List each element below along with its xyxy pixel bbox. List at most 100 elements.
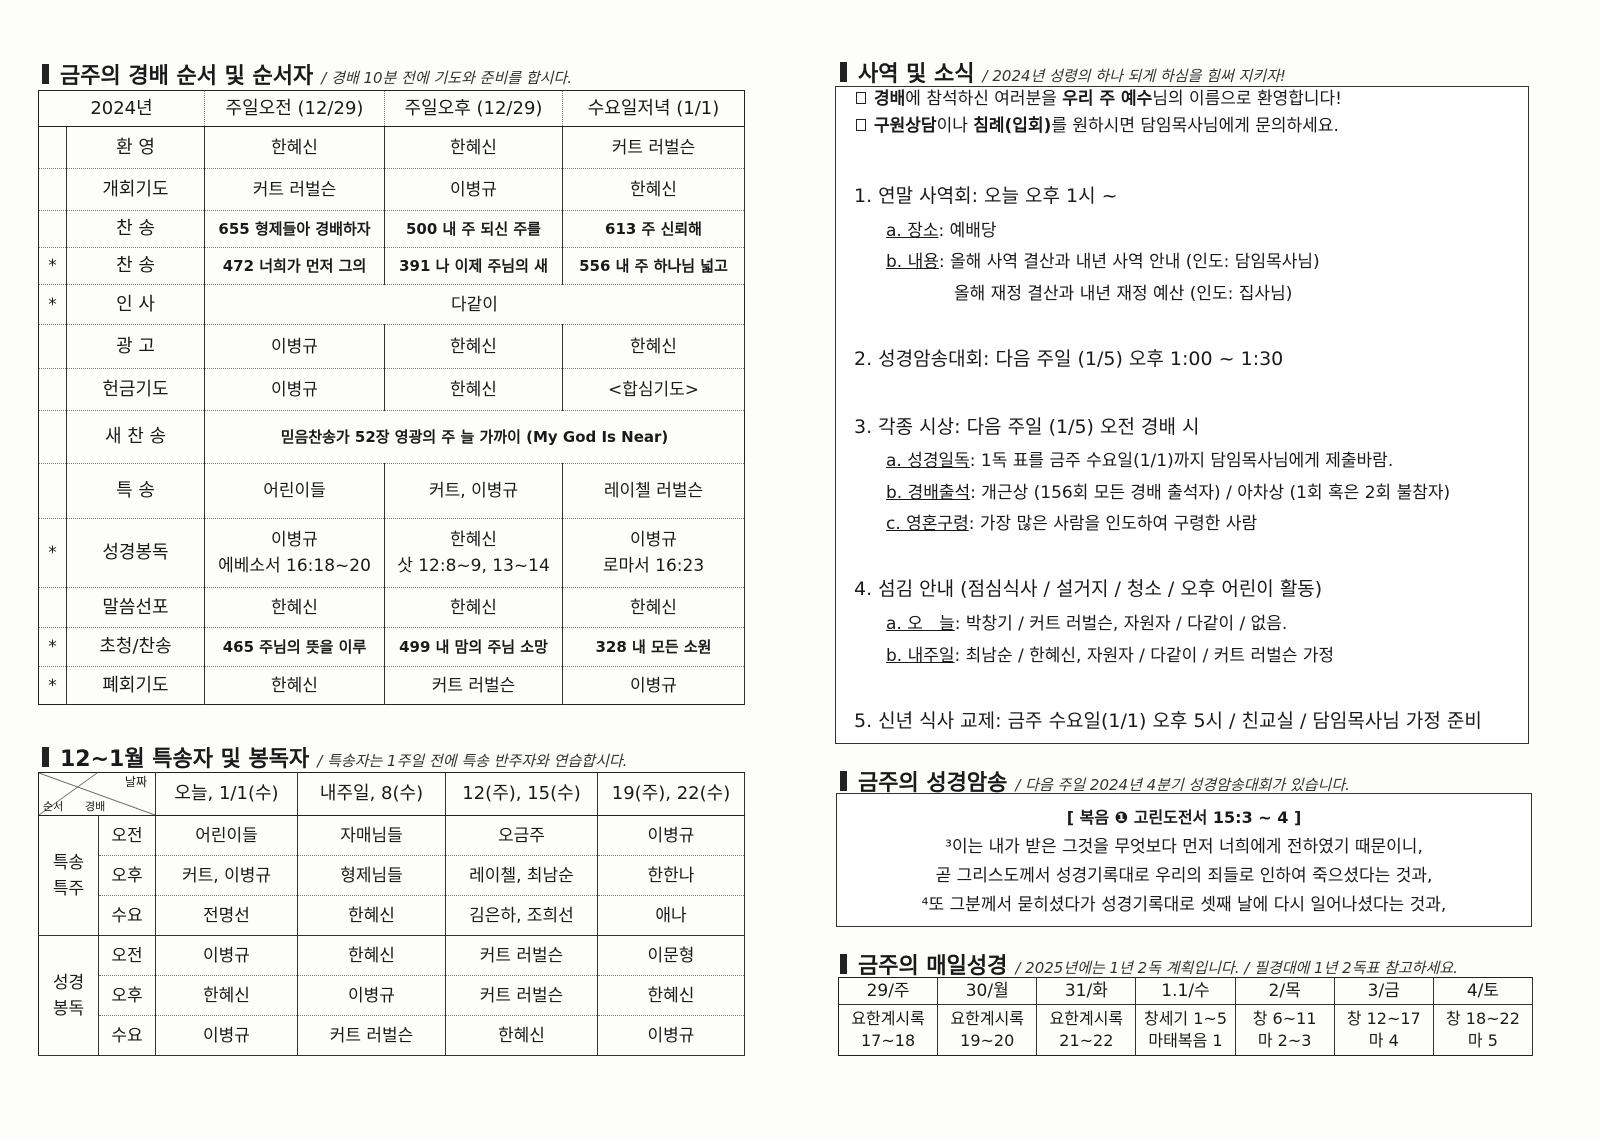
table-row: * 폐회기도 한혜신 커트 러벌슨 이병규 — [38, 666, 745, 705]
subitem-text: : 예배당 — [938, 221, 997, 241]
heading-bar-icon — [840, 954, 847, 974]
group-label: 성경 봉독 — [38, 935, 99, 1056]
table-row: 환 영 한혜신 한혜신 커트 러벌슨 — [38, 126, 745, 169]
assignee-cell: 커트, 이병규 — [384, 463, 563, 519]
section-subtitle: / 2024년 성령의 하나 되게 하심을 힘써 지키자! — [982, 67, 1286, 85]
verse-reference: [ 복음 ❶ 고린도전서 15:3 ~ 4 ] — [1066, 808, 1302, 827]
assignee-cell: 391 나 이제 주님의 새 — [384, 247, 563, 285]
day-header: 3/금 — [1333, 977, 1434, 1005]
subitem-label: a. 오 늘 — [886, 614, 955, 634]
assignee-cell: 어린이들 — [204, 463, 385, 519]
assignee-cell: <합심기도> — [562, 368, 745, 411]
merged-cell: 믿음찬송가 52장 영광의 주 늘 가까이 (My God Is Near) — [204, 410, 745, 464]
table-row: 특 송 어린이들 커트, 이병규 레이첼 러벌슨 — [38, 463, 745, 519]
subitem-label: b. 내용 — [886, 252, 939, 272]
order-label: 찬 송 — [66, 210, 205, 248]
subitem-label: b. 내주일 — [886, 646, 955, 666]
reading-cell: 창세기 1~5 마태복음 1 — [1135, 1004, 1236, 1056]
table-row: 찬 송 655 형제들아 경배하자 500 내 주 되신 주를 613 주 신뢰해 — [38, 210, 745, 248]
subitem-label: a. 성경일독 — [886, 451, 970, 471]
section-subtitle: / 경배 10분 전에 기도와 준비를 합시다. — [321, 69, 572, 87]
assignee-cell: 전명선 — [155, 895, 298, 936]
item-text: 다음 주일 (1/5) 오후 1:00 ~ 1:30 — [989, 348, 1284, 370]
bold-text: 침례(입회) — [973, 116, 1052, 136]
news-item: 4. 섬김 안내 (점심식사 / 설거지 / 청소 / 오후 어린이 활동) — [854, 574, 1322, 601]
verse-line: ⁴또 그분께서 묻히셨다가 성경기록대로 셋째 날에 다시 일어나셨다는 것과, — [921, 895, 1447, 915]
standing-marker — [38, 587, 67, 628]
assignee-cell: 이병규 — [384, 168, 563, 211]
text: 이나 — [936, 116, 974, 136]
day-header: 30/월 — [937, 977, 1038, 1005]
news-subitem: b. 내용: 올해 사역 결산과 내년 사역 안내 (인도: 담임목사님) — [886, 247, 1320, 272]
assignee-cell: 한혜신 — [384, 324, 563, 369]
news-subitem: b. 경배출석: 개근상 (156회 모든 경배 출석자) / 아차상 (1회 … — [886, 478, 1450, 503]
assignee-cell: 애나 — [597, 895, 745, 936]
reading-cell: 창 6~11 마 2~3 — [1234, 1004, 1335, 1056]
table-row: 개회기도 커트 러벌슨 이병규 한혜신 — [38, 168, 745, 211]
news-item: 5. 신년 식사 교제: 금주 수요일(1/1) 오후 5시 / 친교실 / 담… — [854, 706, 1482, 733]
assignee-cell: 레이첼 러벌슨 — [562, 463, 745, 519]
day-header: 29/주 — [837, 977, 939, 1005]
news-subitem: a. 오 늘: 박창기 / 커트 러벌슨, 자원자 / 다같이 / 없음. — [886, 609, 1287, 634]
corner-order-label: 순서 — [43, 800, 64, 813]
assignee-cell: 이병규 — [155, 935, 298, 976]
column-header: 수요일저녁 (1/1) — [562, 90, 745, 127]
order-label: 말씀선포 — [66, 587, 205, 628]
item-heading: 2. 성경암송대회: — [854, 348, 990, 370]
assignee-cell: 자매님들 — [297, 815, 446, 856]
assignee-cell: 556 내 주 하나님 넓고 — [562, 247, 745, 285]
reading-cell: 창 18~22 마 5 — [1432, 1004, 1534, 1056]
table-row: * 초청/찬송 465 주님의 뜻을 이루 499 내 맘의 주님 소망 328 내 모… — [38, 627, 745, 667]
bold-text: 경배 — [874, 89, 906, 109]
standing-marker — [38, 210, 67, 248]
day-header: 1.1/수 — [1135, 977, 1236, 1005]
column-header: 19(주), 22(수) — [597, 772, 745, 816]
order-label: 환 영 — [66, 126, 205, 169]
header-row: 날짜 경배 순서 오늘, 1/1(수) 내주일, 8(수) 12(주), 15(수) 19(… — [38, 772, 745, 816]
news-item: 1. 연말 사역회: 오늘 오후 1시 ~ — [854, 181, 1118, 208]
day-header: 31/화 — [1036, 977, 1137, 1005]
news-heading: 사역 및 소식 / 2024년 성령의 하나 되게 하심을 힘써 지키자! — [840, 56, 1286, 88]
standing-marker — [38, 168, 67, 211]
order-label: 찬 송 — [66, 247, 205, 285]
order-label: 새 찬 송 — [66, 410, 205, 464]
service-label: 오전 — [98, 815, 156, 856]
assignee-cell: 328 내 모든 소원 — [562, 627, 745, 667]
assignee-cell: 한혜신 — [155, 975, 298, 1016]
table-row: 새 찬 송 믿음찬송가 52장 영광의 주 늘 가까이 (My God Is Ne… — [38, 410, 745, 464]
corner-service-label: 경배 — [85, 800, 106, 813]
subitem-text: : 올해 사역 결산과 내년 사역 안내 (인도: 담임목사님) — [938, 252, 1320, 272]
item-heading: 3. 각종 시상: — [854, 416, 961, 438]
reading-cell: 요한계시록 21~22 — [1036, 1004, 1137, 1056]
notice-line: 구원상담이나 침례(입회)를 원하시면 담임목사님에게 문의하세요. — [856, 111, 1339, 136]
table-row: 특송 특주 오전 어린이들 자매님들 오금주 이병규 — [38, 815, 745, 936]
item-heading: 5. 신년 식사 교제: — [854, 710, 1002, 732]
corner-date-label: 날짜 — [124, 775, 147, 789]
service-label: 오후 — [98, 855, 156, 896]
assignee-cell: 이병규 에베소서 16:18~20 — [204, 518, 385, 588]
table-row: 수요 전명선 한혜신 김은하, 조희선 애나 — [39, 895, 745, 936]
assignee-cell: 한혜신 — [597, 975, 745, 1016]
assignee-cell: 한혜신 — [445, 1015, 598, 1056]
assignee-cell: 한혜신 — [297, 895, 446, 936]
standing-marker — [38, 410, 67, 464]
standing-marker — [38, 368, 67, 411]
heading-bar-icon — [840, 62, 847, 82]
day-header: 4/토 — [1432, 977, 1534, 1005]
news-subitem: a. 장소: 예배당 — [886, 216, 997, 241]
header-row: 2024년 주일오전 (12/29) 주일오후 (12/29) 수요일저녁 (1/1) — [38, 90, 745, 127]
assignee-cell: 한한나 — [597, 855, 745, 896]
standing-marker — [38, 126, 67, 169]
assignee-cell: 오금주 — [445, 815, 598, 856]
news-subitem: c. 영혼구령: 가장 많은 사람을 인도하여 구령한 사람 — [886, 509, 1257, 534]
reading-cell: 창 12~17 마 4 — [1333, 1004, 1434, 1056]
assignee-cell: 레이첼, 최남순 — [445, 855, 598, 896]
text: 에 참석하신 여러분을 — [905, 89, 1063, 109]
assignee-cell: 이병규 로마서 16:23 — [562, 518, 745, 588]
assignee-cell: 한혜신 — [384, 126, 563, 169]
assignee-cell: 이병규 — [204, 324, 385, 369]
column-header: 12(주), 15(수) — [445, 772, 598, 816]
notice-line: 경배에 참석하신 여러분을 우리 주 예수님의 이름으로 환영합니다! — [856, 84, 1342, 109]
subitem-text: : 최남순 / 한혜신, 자원자 / 다같이 / 커트 러벌슨 가정 — [954, 646, 1335, 666]
reading-row: 요한계시록 17~18 요한계시록 19~20 요한계시록 21~22 창세기 1~5… — [837, 1004, 1534, 1056]
